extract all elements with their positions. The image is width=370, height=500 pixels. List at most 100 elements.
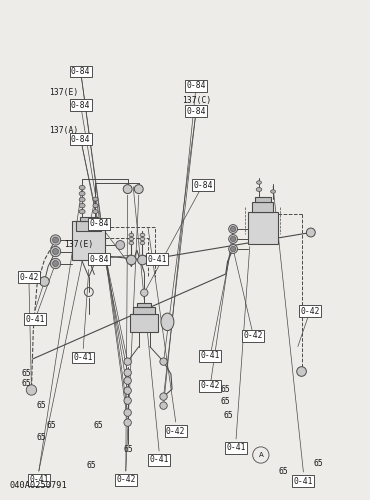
- Circle shape: [53, 248, 58, 254]
- Ellipse shape: [271, 190, 275, 193]
- Circle shape: [124, 409, 131, 416]
- Circle shape: [26, 385, 37, 395]
- Circle shape: [53, 260, 58, 266]
- Ellipse shape: [257, 180, 261, 184]
- Ellipse shape: [140, 238, 145, 241]
- Text: 137(C): 137(C): [182, 96, 212, 104]
- Text: 0-42: 0-42: [201, 382, 220, 390]
- Circle shape: [231, 246, 236, 252]
- Circle shape: [124, 397, 131, 404]
- Circle shape: [306, 228, 315, 237]
- Circle shape: [123, 184, 132, 194]
- Text: 65: 65: [278, 466, 288, 475]
- Ellipse shape: [79, 204, 85, 208]
- Bar: [248, 212, 278, 244]
- Text: 0-41: 0-41: [294, 476, 313, 486]
- Ellipse shape: [140, 233, 145, 237]
- Bar: [76, 221, 101, 231]
- Circle shape: [134, 184, 143, 194]
- Ellipse shape: [79, 186, 85, 190]
- Text: 0-84: 0-84: [193, 180, 212, 190]
- Bar: [80, 216, 98, 221]
- Circle shape: [160, 402, 167, 409]
- Circle shape: [127, 255, 136, 265]
- Circle shape: [50, 246, 61, 256]
- Text: 0-84: 0-84: [71, 67, 90, 76]
- Circle shape: [231, 236, 236, 242]
- Text: 65: 65: [313, 458, 323, 468]
- Text: 0-41: 0-41: [74, 353, 93, 362]
- Ellipse shape: [256, 188, 262, 192]
- Ellipse shape: [129, 242, 134, 244]
- Circle shape: [116, 240, 125, 250]
- Text: 65: 65: [46, 422, 56, 430]
- Text: 137(A): 137(A): [49, 126, 78, 134]
- Text: 040A0250791: 040A0250791: [10, 481, 68, 490]
- Ellipse shape: [79, 192, 85, 196]
- Ellipse shape: [140, 242, 145, 244]
- Circle shape: [138, 255, 147, 265]
- Ellipse shape: [161, 313, 174, 330]
- Circle shape: [124, 387, 131, 394]
- Text: 0-42: 0-42: [19, 272, 38, 281]
- Circle shape: [229, 244, 238, 254]
- Text: A: A: [259, 452, 263, 458]
- Text: 0-84: 0-84: [90, 254, 109, 264]
- Text: 0-41: 0-41: [149, 456, 169, 464]
- Ellipse shape: [79, 210, 85, 214]
- Circle shape: [160, 393, 167, 400]
- Text: 0-84: 0-84: [186, 82, 206, 90]
- Text: 65: 65: [224, 410, 233, 420]
- Circle shape: [229, 224, 238, 234]
- Bar: [133, 306, 155, 314]
- Text: 65: 65: [37, 433, 46, 442]
- Circle shape: [124, 419, 131, 426]
- Text: 0-42: 0-42: [116, 476, 135, 484]
- Ellipse shape: [93, 204, 98, 208]
- Text: 65: 65: [87, 460, 97, 469]
- Circle shape: [160, 358, 167, 366]
- Text: 137(E): 137(E): [49, 88, 78, 97]
- Circle shape: [53, 237, 58, 243]
- Bar: [72, 221, 105, 260]
- Text: 137(E): 137(E): [64, 240, 93, 248]
- Bar: [131, 314, 158, 332]
- Circle shape: [229, 234, 238, 244]
- Circle shape: [50, 235, 61, 245]
- Circle shape: [124, 377, 131, 384]
- Text: 0-84: 0-84: [71, 100, 90, 110]
- Ellipse shape: [93, 210, 98, 214]
- Text: 65: 65: [37, 402, 46, 410]
- Text: 0-41: 0-41: [226, 444, 246, 452]
- Circle shape: [124, 369, 131, 376]
- Text: 0-41: 0-41: [201, 352, 220, 360]
- Text: 0-41: 0-41: [148, 254, 167, 264]
- Ellipse shape: [129, 238, 134, 241]
- Bar: [137, 302, 151, 306]
- Text: 0-84: 0-84: [71, 134, 90, 143]
- Text: 0-42: 0-42: [300, 306, 320, 316]
- Text: 65: 65: [124, 444, 134, 454]
- Bar: [255, 196, 271, 202]
- Circle shape: [231, 226, 236, 232]
- Text: 65: 65: [220, 384, 230, 394]
- Bar: [252, 202, 273, 211]
- Text: 0-84: 0-84: [90, 220, 109, 228]
- Text: 65: 65: [22, 380, 31, 388]
- Text: 0-42: 0-42: [244, 332, 263, 340]
- Text: 0-41: 0-41: [29, 476, 48, 484]
- Text: 0-84: 0-84: [186, 106, 206, 116]
- Ellipse shape: [79, 198, 85, 202]
- Text: 0-41: 0-41: [26, 314, 45, 324]
- Text: 65: 65: [93, 422, 103, 430]
- Text: 65: 65: [22, 370, 31, 378]
- Text: 65: 65: [220, 396, 230, 406]
- Ellipse shape: [129, 233, 134, 237]
- Circle shape: [40, 276, 49, 286]
- Circle shape: [141, 289, 148, 296]
- Circle shape: [297, 366, 306, 376]
- Ellipse shape: [93, 197, 98, 201]
- Text: 0-42: 0-42: [166, 426, 185, 436]
- Circle shape: [50, 258, 61, 268]
- Circle shape: [124, 358, 131, 366]
